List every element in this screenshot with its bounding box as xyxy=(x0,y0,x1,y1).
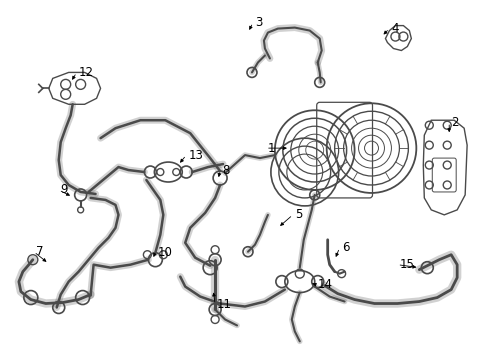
Text: 14: 14 xyxy=(318,278,333,291)
Text: 2: 2 xyxy=(451,116,459,129)
Text: 15: 15 xyxy=(399,258,414,271)
Text: 6: 6 xyxy=(342,241,349,254)
Text: 12: 12 xyxy=(78,66,94,79)
Text: 10: 10 xyxy=(157,246,172,259)
Text: 4: 4 xyxy=(392,22,399,35)
Text: 8: 8 xyxy=(222,163,229,176)
Text: 13: 13 xyxy=(188,149,203,162)
Text: 3: 3 xyxy=(255,16,262,29)
Text: 11: 11 xyxy=(217,298,232,311)
Text: 9: 9 xyxy=(61,184,68,197)
Text: 1: 1 xyxy=(268,141,275,155)
Text: 5: 5 xyxy=(295,208,302,221)
Text: 7: 7 xyxy=(36,245,43,258)
